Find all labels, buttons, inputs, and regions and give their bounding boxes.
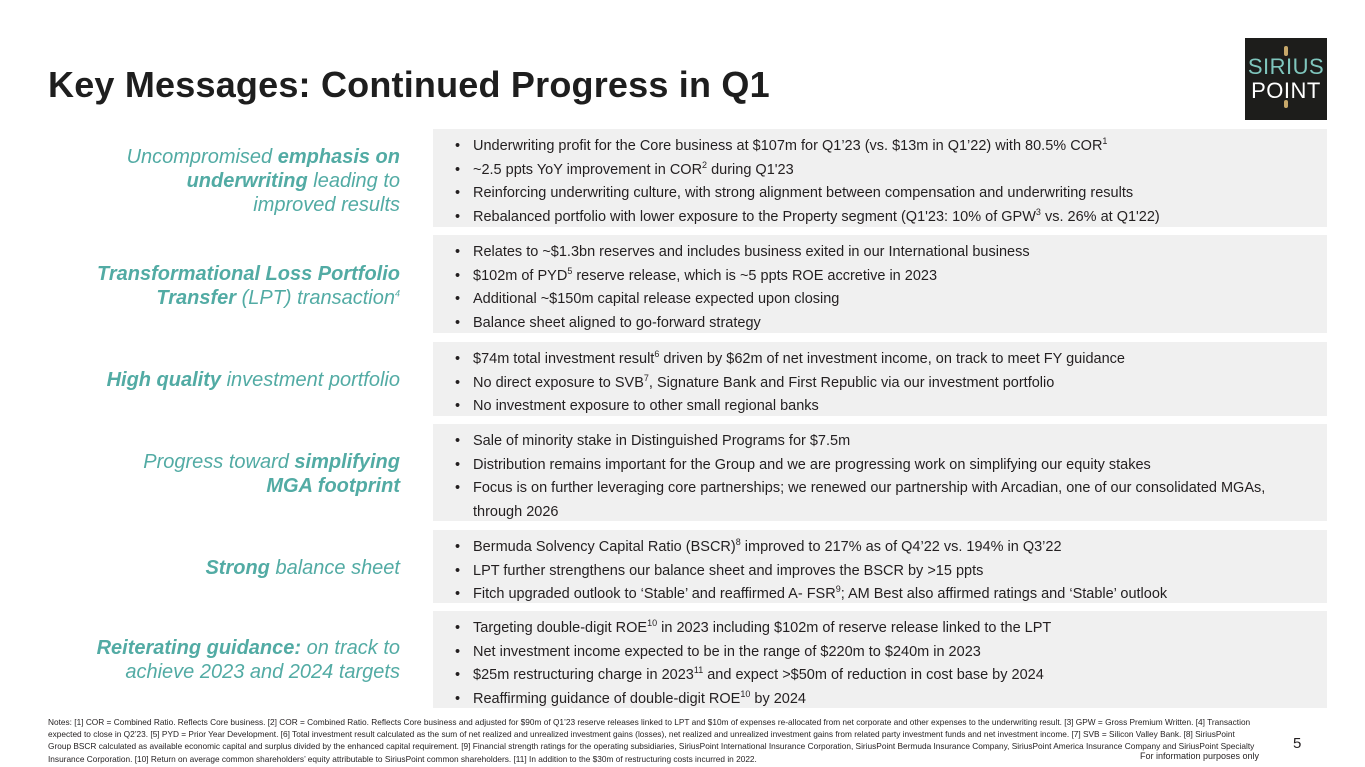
bullet-box-balance-sheet: Bermuda Solvency Capital Ratio (BSCR)8 i… — [433, 530, 1327, 606]
label-emphasis: simplifying — [294, 451, 400, 473]
label-text: on track to — [301, 637, 400, 659]
row-label-lpt: Transformational Loss Portfolio Transfer… — [40, 262, 400, 310]
row-label-balance-sheet: Strong balance sheet — [40, 556, 400, 580]
bullet-box-guidance: Targeting double-digit ROE10 in 2023 inc… — [433, 611, 1327, 711]
label-text: improved results — [253, 194, 400, 216]
label-text: achieve 2023 and 2024 targets — [125, 661, 400, 683]
bullet-item: Rebalanced portfolio with lower exposure… — [455, 206, 1317, 230]
label-emphasis: Transfer — [156, 287, 237, 309]
label-text: balance sheet — [269, 557, 400, 579]
bullet-item: $74m total investment result6 driven by … — [455, 348, 1317, 372]
label-text: leading to — [307, 170, 400, 192]
bullet-item: No direct exposure to SVB7, Signature Ba… — [455, 372, 1317, 396]
bullet-item: Additional ~$150m capital release expect… — [455, 288, 1317, 312]
bullet-item: Distribution remains important for the G… — [455, 454, 1317, 478]
label-text: investment portfolio — [221, 369, 400, 391]
logo-star-mark-bottom — [1284, 100, 1288, 108]
label-emphasis: Reiterating guidance: — [96, 637, 302, 659]
siriuspoint-logo: SIRIUS POINT — [1245, 38, 1327, 120]
bullet-item: Reinforcing underwriting culture, with s… — [455, 182, 1317, 206]
bullet-box-lpt: Relates to ~$1.3bn reserves and includes… — [433, 235, 1327, 336]
bullet-item: Bermuda Solvency Capital Ratio (BSCR)8 i… — [455, 536, 1317, 560]
row-label-guidance: Reiterating guidance: on track to achiev… — [40, 636, 400, 684]
bullet-item: Fitch upgraded outlook to ‘Stable’ and r… — [455, 583, 1317, 607]
bullet-item: Relates to ~$1.3bn reserves and includes… — [455, 241, 1317, 265]
bullet-box-investment: $74m total investment result6 driven by … — [433, 342, 1327, 419]
logo-text-line1: SIRIUS — [1247, 54, 1325, 79]
bullet-item: ~2.5 ppts YoY improvement in COR2 during… — [455, 159, 1317, 183]
label-text: (LPT) transaction — [236, 287, 395, 309]
page-number: 5 — [1293, 735, 1302, 752]
bullet-item: Targeting double-digit ROE10 in 2023 inc… — [455, 617, 1317, 641]
footnotes: Notes: [1] COR = Combined Ratio. Reflect… — [48, 717, 1255, 764]
logo-text-line2: POINT — [1251, 78, 1321, 103]
label-emphasis: MGA footprint — [266, 475, 400, 497]
bullet-item: $25m restructuring charge in 202311 and … — [455, 664, 1317, 688]
bullet-item: Balance sheet aligned to go-forward stra… — [455, 312, 1317, 336]
row-label-investment: High quality investment portfolio — [40, 368, 400, 392]
bullet-box-mga: Sale of minority stake in Distinguished … — [433, 424, 1327, 521]
bullet-box-underwriting: Underwriting profit for the Core busines… — [433, 129, 1327, 230]
label-emphasis: Transformational Loss Portfolio — [97, 263, 400, 285]
logo-star-mark — [1284, 46, 1288, 56]
bullet-item: $102m of PYD5 reserve release, which is … — [455, 265, 1317, 289]
bullet-item: Reaffirming guidance of double-digit ROE… — [455, 688, 1317, 712]
bullet-item: No investment exposure to other small re… — [455, 395, 1317, 419]
bullet-item: Underwriting profit for the Core busines… — [455, 135, 1317, 159]
bullet-item: Sale of minority stake in Distinguished … — [455, 430, 1317, 454]
row-label-mga: Progress toward simplifying MGA footprin… — [40, 450, 400, 498]
row-label-underwriting: Uncompromised emphasis on underwriting l… — [40, 145, 400, 217]
label-text: Progress toward — [143, 451, 295, 473]
label-emphasis: emphasis on — [277, 146, 400, 168]
label-emphasis: Strong — [205, 557, 270, 579]
info-disclaimer: For information purposes only — [1140, 751, 1260, 761]
label-footnote-ref: 4 — [394, 288, 400, 299]
page-title: Key Messages: Continued Progress in Q1 — [48, 64, 770, 105]
bullet-item: Focus is on further leveraging core part… — [455, 477, 1317, 524]
label-emphasis: underwriting — [186, 170, 308, 192]
label-text: Uncompromised — [126, 146, 278, 168]
bullet-item: Net investment income expected to be in … — [455, 641, 1317, 665]
label-emphasis: High quality — [106, 369, 222, 391]
bullet-item: LPT further strengthens our balance shee… — [455, 560, 1317, 584]
